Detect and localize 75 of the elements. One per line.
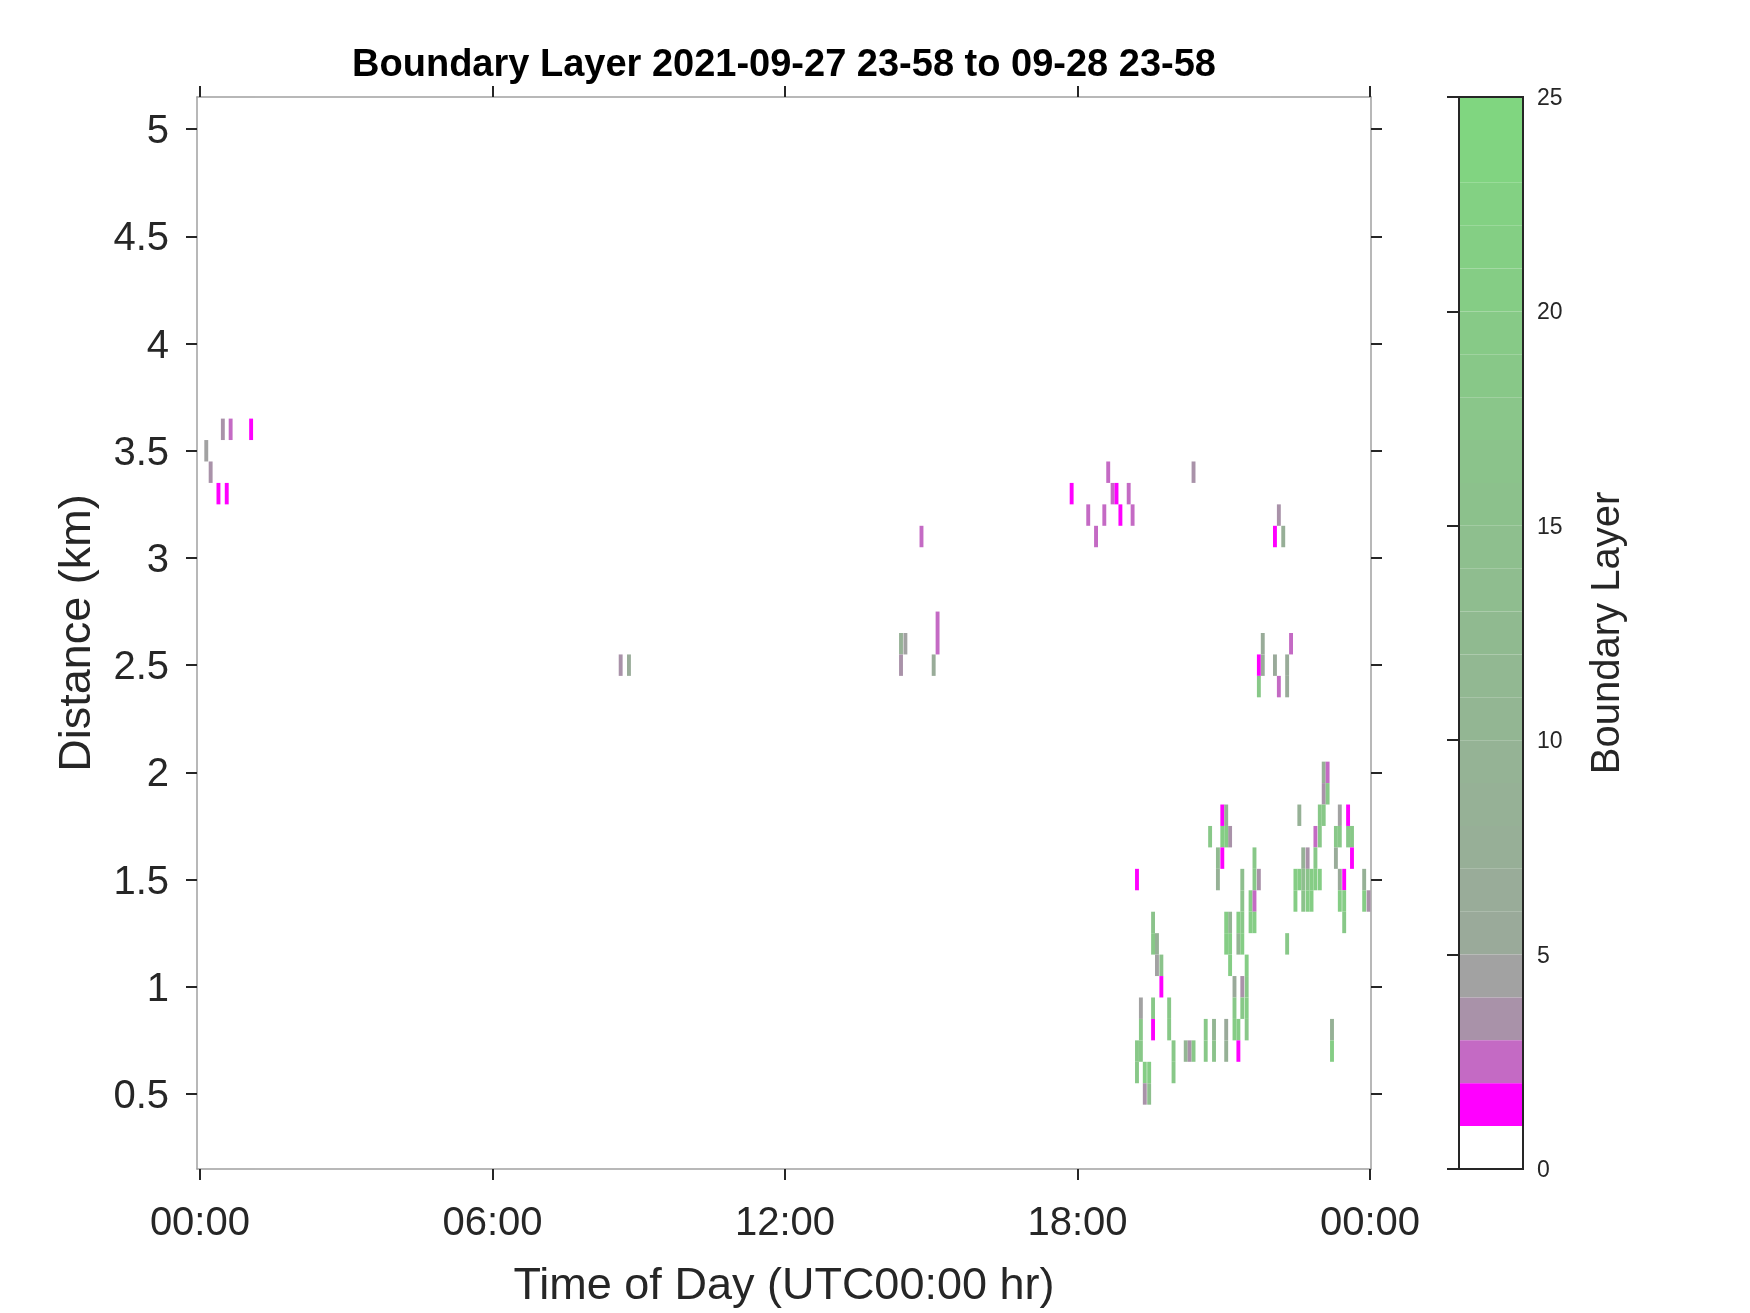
y-tick-label: 2 <box>146 750 169 795</box>
bar <box>1138 997 1143 1019</box>
y-tick-label: 4 <box>146 321 169 366</box>
bar <box>1337 890 1342 912</box>
bar <box>1228 911 1233 934</box>
bar <box>1126 482 1131 505</box>
bar <box>1135 868 1139 891</box>
color-bar-label: 0 <box>1537 1156 1550 1182</box>
color-bar-label: 25 <box>1537 84 1563 110</box>
bar <box>1106 461 1111 483</box>
bar <box>1273 525 1277 548</box>
bar <box>1289 633 1293 655</box>
bar <box>1333 847 1338 869</box>
bar <box>1317 868 1322 891</box>
bar <box>1350 847 1354 869</box>
x-axis-title: Time of Day (UTC00:00 hr) <box>513 1258 1055 1309</box>
bar <box>1236 1040 1241 1062</box>
bar <box>1159 976 1164 998</box>
bar <box>1110 482 1115 505</box>
bar <box>627 654 631 676</box>
bar <box>1325 761 1330 784</box>
x-tick-label: 18:00 <box>1027 1199 1128 1243</box>
chart-title: Boundary Layer 2021-09-27 23-58 to 09-28 23-58 <box>352 42 1216 84</box>
bar <box>1346 825 1351 848</box>
bar <box>1086 504 1091 526</box>
y-tick-label: 1 <box>146 964 169 1009</box>
bar <box>249 418 254 441</box>
bar <box>1220 847 1225 869</box>
bar <box>903 633 908 655</box>
bar <box>1130 504 1135 526</box>
bar <box>1155 954 1159 977</box>
y-tick-label: 4.5 <box>113 214 169 259</box>
bar <box>1147 1083 1152 1105</box>
bar <box>1337 825 1342 848</box>
y-tick-label: 0.5 <box>113 1071 169 1116</box>
bar <box>1094 525 1098 548</box>
color-bar-title: Boundary Layer <box>1583 491 1627 775</box>
y-tick-label: 5 <box>146 107 169 152</box>
x-tick-label: 06:00 <box>442 1199 543 1243</box>
bar <box>1102 504 1107 526</box>
color-bar-label: 5 <box>1537 941 1550 968</box>
bar <box>228 418 233 441</box>
x-tick-label: 12:00 <box>734 1199 836 1243</box>
bar <box>1118 504 1123 526</box>
bar <box>1212 1040 1216 1062</box>
bar <box>1240 976 1245 998</box>
bar <box>1256 654 1261 676</box>
color-bar-label: 10 <box>1537 727 1563 754</box>
color-bar-label: 15 <box>1537 512 1563 539</box>
bar <box>1236 933 1241 955</box>
y-tick-label: 3 <box>146 535 169 580</box>
bar <box>204 440 209 462</box>
bar <box>224 482 229 505</box>
bar <box>1236 1018 1241 1041</box>
bar <box>1220 804 1225 826</box>
bar <box>1212 1018 1216 1041</box>
bar <box>1151 1018 1156 1041</box>
bar <box>931 654 936 676</box>
x-tick-label: 00:00 <box>149 1199 250 1243</box>
bar <box>1342 868 1347 891</box>
bar <box>1281 525 1286 548</box>
y-tick-label: 1.5 <box>113 857 169 902</box>
bar <box>1069 482 1074 505</box>
bar <box>1337 804 1342 826</box>
y-tick-label: 2.5 <box>113 643 169 688</box>
x-tick-label: 00:00 <box>1319 1199 1421 1243</box>
color-bar-label: 20 <box>1537 298 1563 325</box>
bar <box>1313 825 1318 848</box>
bar <box>1159 954 1164 977</box>
y-tick-label: 3.5 <box>113 428 169 473</box>
y-axis-title: Distance (km) <box>49 494 100 772</box>
bar <box>1346 804 1351 826</box>
bar <box>1256 675 1261 698</box>
bar <box>1183 1040 1188 1062</box>
bar <box>1325 783 1330 805</box>
